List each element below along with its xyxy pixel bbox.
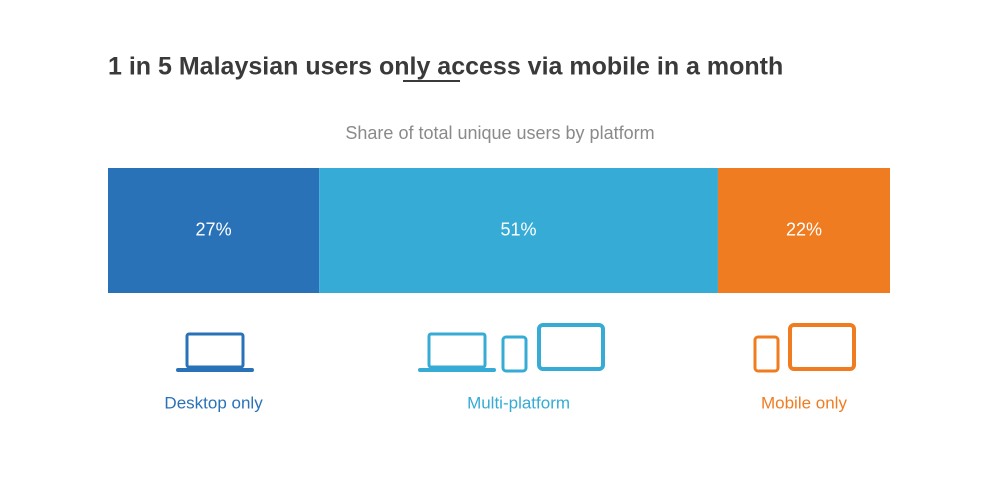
legend-label: Multi-platform [467,393,570,412]
value-label: 27% [196,219,232,239]
value-label: 22% [786,219,822,239]
mobile-icon [753,323,856,373]
chart-subtitle: Share of total unique users by platform [345,123,654,143]
bar-segment [108,168,320,293]
legend-label: Mobile only [761,393,847,412]
bar-segment [319,168,718,293]
value-label: 51% [501,219,537,239]
bar-segment [717,168,890,293]
chart-title: 1 in 5 Malaysian users only access via m… [108,53,783,81]
legend-label: Desktop only [164,393,263,412]
multi-icon [418,323,605,373]
desktop-icon [176,332,254,372]
